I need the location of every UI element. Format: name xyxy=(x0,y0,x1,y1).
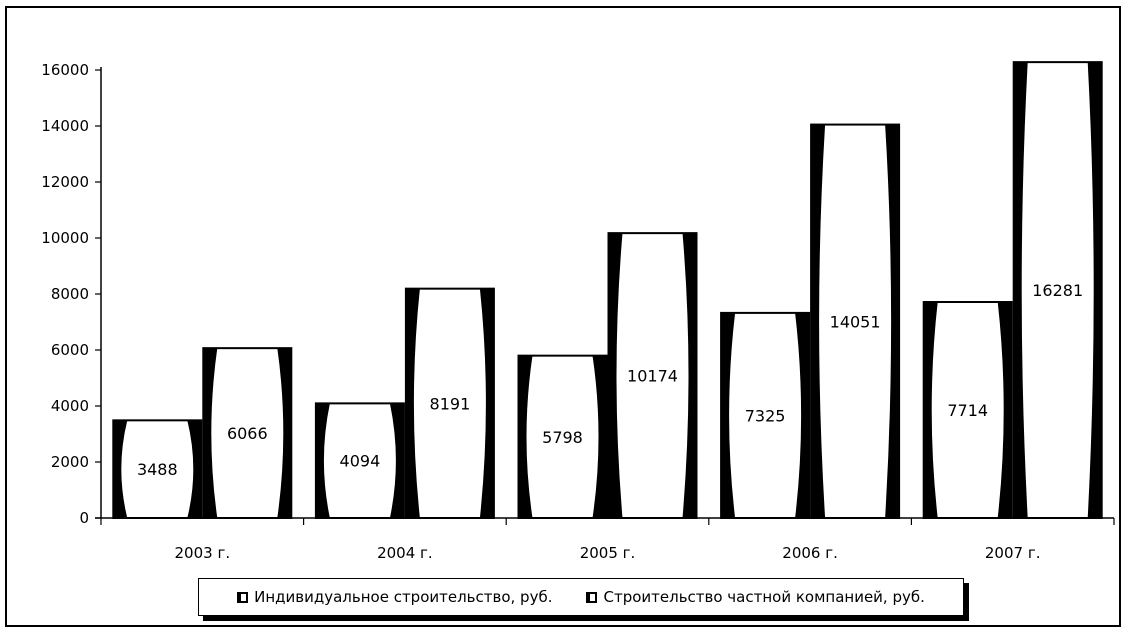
chart-labels: 2003 г. 3488 6066 2004 г. 4094 8191 2005 г. 579… xyxy=(137,281,1083,562)
bar-edge-right xyxy=(885,124,900,519)
bar-series-2 xyxy=(607,232,698,520)
legend-label-series-2: Строительство частной компанией, руб. xyxy=(603,588,925,606)
y-tick-label: 16000 xyxy=(41,61,89,79)
bar-edge-right xyxy=(1087,62,1102,519)
bar-edge-left xyxy=(405,288,420,518)
bar-edge-right xyxy=(277,348,292,518)
bar-series-2 xyxy=(404,287,495,520)
bar-edge-left xyxy=(315,403,330,518)
bar-series-2 xyxy=(810,123,901,520)
bar-edge-left xyxy=(721,312,736,518)
legend-label-series-1: Индивидуальное строительство, руб. xyxy=(254,588,553,606)
bar-edge-left xyxy=(923,302,938,518)
bar-body xyxy=(404,287,495,520)
bar-edge-right xyxy=(795,312,810,518)
bar-edge-left xyxy=(518,355,533,518)
bar-edge-right xyxy=(997,302,1012,518)
bar-series-1 xyxy=(314,402,405,520)
data-label: 6066 xyxy=(227,424,268,443)
bar-edge-right xyxy=(389,403,404,518)
bar-body xyxy=(720,311,811,519)
data-label: 7325 xyxy=(745,406,786,425)
bar-edge-right xyxy=(187,420,202,518)
legend: Индивидуальное строительство, руб. Строи… xyxy=(198,578,964,616)
data-label: 8191 xyxy=(430,394,471,413)
y-tick-label: 6000 xyxy=(51,341,89,359)
chart-bars xyxy=(112,61,1103,520)
data-label: 5798 xyxy=(542,428,583,447)
bar-series-1 xyxy=(720,311,811,519)
bar-body xyxy=(922,301,1013,519)
y-tick-label: 0 xyxy=(79,509,89,527)
x-tick-label: 2003 г. xyxy=(175,544,231,562)
data-label: 10174 xyxy=(627,367,678,386)
y-tick-label: 2000 xyxy=(51,453,89,471)
y-tick-label: 10000 xyxy=(41,229,89,247)
x-tick-label: 2005 г. xyxy=(580,544,636,562)
data-label: 4094 xyxy=(340,452,381,471)
y-tick-label: 8000 xyxy=(51,285,89,303)
bar-series-1 xyxy=(922,301,1013,519)
y-tick-label: 12000 xyxy=(41,173,89,191)
data-label: 7714 xyxy=(947,401,988,420)
bar-series-2 xyxy=(202,347,293,520)
data-label: 3488 xyxy=(137,460,178,479)
x-tick-label: 2006 г. xyxy=(782,544,838,562)
bar-body xyxy=(112,419,203,519)
legend-swatch-series-2 xyxy=(586,591,598,603)
x-tick-label: 2007 г. xyxy=(985,544,1041,562)
bar-body xyxy=(517,354,608,519)
bar-edge-left xyxy=(113,420,128,518)
legend-item-series-1: Индивидуальное строительство, руб. xyxy=(237,588,552,606)
bar-series-1 xyxy=(112,419,203,519)
bar-series-1 xyxy=(517,354,608,519)
bar-edge-right xyxy=(592,355,607,518)
x-tick-label: 2004 г. xyxy=(377,544,433,562)
bar-edge-left xyxy=(1013,62,1028,519)
bar-edge-left xyxy=(203,348,218,518)
y-tick-label: 4000 xyxy=(51,397,89,415)
bar-series-2 xyxy=(1012,61,1103,520)
bar-body xyxy=(810,123,901,520)
bar-edge-left xyxy=(608,233,623,519)
y-tick-label: 14000 xyxy=(41,117,89,135)
bar-edge-right xyxy=(682,233,697,519)
legend-item-series-2: Строительство частной компанией, руб. xyxy=(586,588,925,606)
data-label: 16281 xyxy=(1032,281,1083,300)
bar-edge-right xyxy=(479,288,494,518)
bar-edge-left xyxy=(811,124,826,519)
data-label: 14051 xyxy=(830,312,881,331)
legend-swatch-series-1 xyxy=(237,591,249,603)
bar-body xyxy=(314,402,405,520)
